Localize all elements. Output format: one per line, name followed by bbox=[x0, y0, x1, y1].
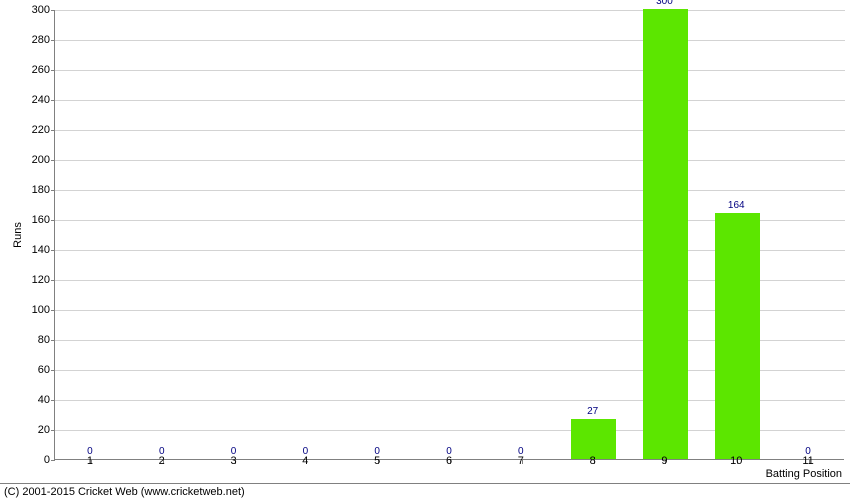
gridline bbox=[55, 160, 845, 161]
y-tick-mark bbox=[51, 40, 55, 41]
bar-value-label: 27 bbox=[587, 406, 598, 417]
y-tick-mark bbox=[51, 250, 55, 251]
y-tick-label: 260 bbox=[10, 64, 50, 76]
gridline bbox=[55, 190, 845, 191]
y-tick-mark bbox=[51, 190, 55, 191]
y-tick-label: 200 bbox=[10, 154, 50, 166]
gridline bbox=[55, 40, 845, 41]
bar bbox=[715, 213, 760, 459]
y-tick-mark bbox=[51, 370, 55, 371]
bar-value-label: 0 bbox=[518, 446, 524, 457]
bar-value-label: 0 bbox=[159, 446, 165, 457]
y-tick-mark bbox=[51, 400, 55, 401]
bar bbox=[571, 419, 616, 460]
y-tick-label: 300 bbox=[10, 4, 50, 16]
y-tick-label: 180 bbox=[10, 184, 50, 196]
y-tick-label: 20 bbox=[10, 424, 50, 436]
y-tick-mark bbox=[51, 220, 55, 221]
y-tick-mark bbox=[51, 310, 55, 311]
bar-value-label: 0 bbox=[231, 446, 237, 457]
gridline bbox=[55, 70, 845, 71]
x-tick-label: 10 bbox=[730, 455, 742, 467]
y-tick-label: 240 bbox=[10, 94, 50, 106]
gridline bbox=[55, 130, 845, 131]
y-tick-label: 60 bbox=[10, 364, 50, 376]
chart-container bbox=[54, 10, 844, 460]
y-tick-label: 140 bbox=[10, 244, 50, 256]
bar-value-label: 164 bbox=[728, 200, 745, 211]
plot-area bbox=[54, 10, 844, 460]
y-tick-mark bbox=[51, 10, 55, 11]
y-tick-label: 0 bbox=[10, 454, 50, 466]
y-tick-mark bbox=[51, 430, 55, 431]
gridline bbox=[55, 100, 845, 101]
y-tick-mark bbox=[51, 340, 55, 341]
gridline bbox=[55, 10, 845, 11]
y-tick-mark bbox=[51, 460, 55, 461]
y-tick-label: 220 bbox=[10, 124, 50, 136]
bar-value-label: 300 bbox=[656, 0, 673, 7]
bar bbox=[643, 9, 688, 459]
y-tick-label: 280 bbox=[10, 34, 50, 46]
bar-value-label: 0 bbox=[805, 446, 811, 457]
y-tick-label: 160 bbox=[10, 214, 50, 226]
y-tick-mark bbox=[51, 70, 55, 71]
bar-value-label: 0 bbox=[374, 446, 380, 457]
x-axis-title: Batting Position bbox=[766, 468, 842, 480]
bar-value-label: 0 bbox=[446, 446, 452, 457]
y-tick-label: 80 bbox=[10, 334, 50, 346]
y-tick-label: 40 bbox=[10, 394, 50, 406]
bar-value-label: 0 bbox=[87, 446, 93, 457]
y-tick-label: 100 bbox=[10, 304, 50, 316]
x-tick-label: 8 bbox=[590, 455, 596, 467]
y-tick-mark bbox=[51, 100, 55, 101]
y-tick-mark bbox=[51, 130, 55, 131]
x-tick-label: 9 bbox=[661, 455, 667, 467]
copyright-text: (C) 2001-2015 Cricket Web (www.cricketwe… bbox=[4, 486, 245, 498]
y-tick-mark bbox=[51, 160, 55, 161]
y-tick-mark bbox=[51, 280, 55, 281]
bar-value-label: 0 bbox=[303, 446, 309, 457]
y-tick-label: 120 bbox=[10, 274, 50, 286]
